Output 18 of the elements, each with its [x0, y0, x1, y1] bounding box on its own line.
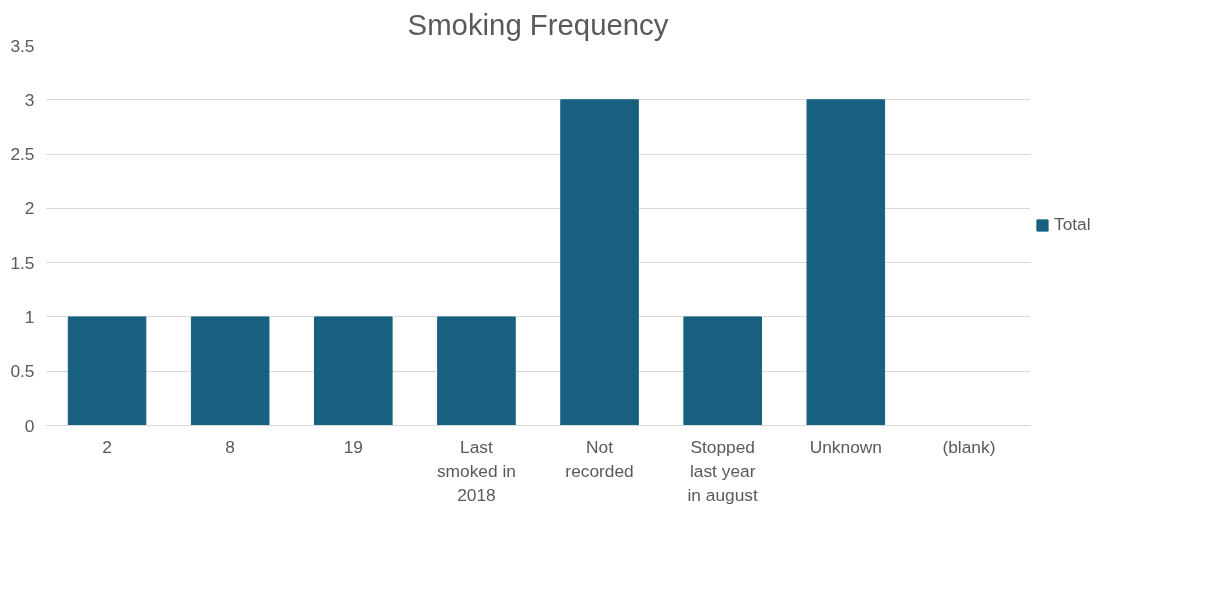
x-tick-label: 19: [343, 436, 363, 457]
y-tick-label: 0: [24, 415, 35, 436]
x-tick-label: Not recorded: [565, 436, 634, 481]
x-tick-label: Unknown: [809, 436, 882, 457]
x-tick-label: Last smoked in 2018: [436, 436, 516, 505]
x-tick-label: 2: [102, 436, 112, 457]
y-tick-label: 3: [24, 89, 35, 110]
y-tick-label: 3.5: [10, 35, 35, 56]
y-tick-label: 2.5: [10, 144, 35, 165]
legend-label: Total: [1054, 214, 1091, 235]
chart-title: Smoking Frequency: [407, 7, 669, 41]
y-tick-label: 1: [24, 306, 35, 327]
y-tick-label: 2: [24, 198, 35, 219]
y-tick-label: 1.5: [10, 252, 35, 273]
x-tick-label: (blank): [942, 436, 996, 457]
y-tick-label: 0.5: [10, 361, 35, 382]
x-tick-label: 8: [225, 436, 236, 457]
x-tick-label: Stopped last year in august: [687, 436, 759, 505]
